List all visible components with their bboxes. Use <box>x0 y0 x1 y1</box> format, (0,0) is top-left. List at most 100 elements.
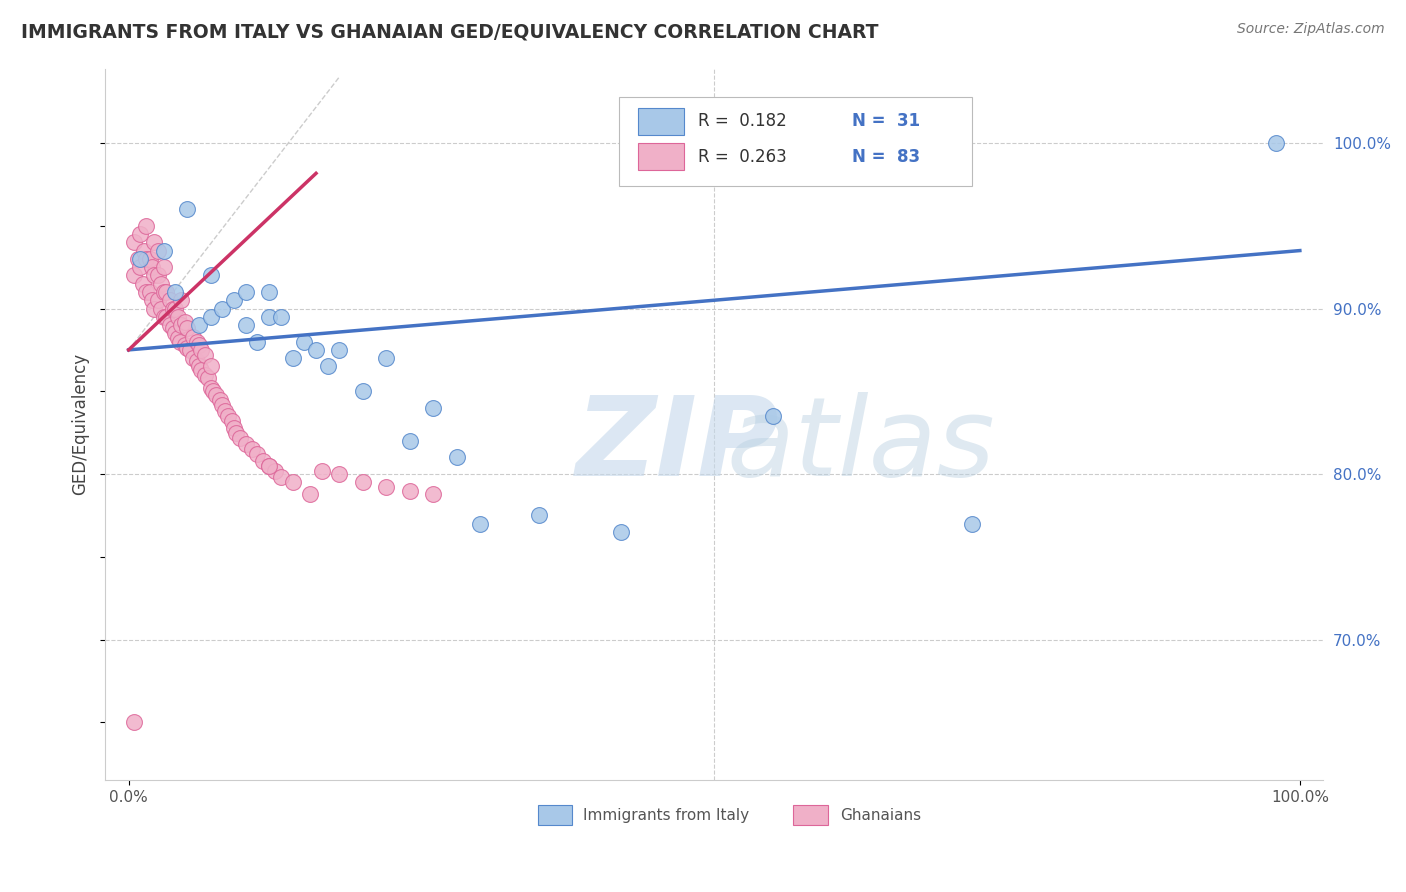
Point <box>222 293 245 308</box>
Point <box>176 202 198 217</box>
Point <box>181 329 204 343</box>
Point <box>270 470 292 484</box>
Point <box>270 310 292 324</box>
Point <box>200 310 222 324</box>
FancyBboxPatch shape <box>537 805 572 825</box>
Point <box>205 387 228 401</box>
Point <box>165 301 187 316</box>
Point <box>162 301 184 316</box>
Point <box>246 334 269 349</box>
Text: Immigrants from Italy: Immigrants from Italy <box>582 807 749 822</box>
Point <box>200 268 222 283</box>
Point <box>200 381 222 395</box>
FancyBboxPatch shape <box>637 144 683 170</box>
Point <box>152 285 174 299</box>
Point <box>375 480 398 494</box>
Point <box>124 235 146 250</box>
Y-axis label: GED/Equivalency: GED/Equivalency <box>72 353 89 495</box>
Point <box>352 475 374 490</box>
Point <box>398 483 420 498</box>
Point <box>186 334 208 349</box>
Text: Source: ZipAtlas.com: Source: ZipAtlas.com <box>1237 22 1385 37</box>
Point <box>235 437 257 451</box>
Point <box>166 331 188 345</box>
Point <box>143 301 166 316</box>
Point <box>143 268 166 283</box>
Point <box>169 334 191 349</box>
Point <box>200 359 222 374</box>
Text: N =  31: N = 31 <box>852 112 920 130</box>
Point <box>311 464 333 478</box>
Point <box>762 409 785 423</box>
Point <box>194 368 217 382</box>
Point <box>173 338 195 352</box>
Point <box>170 318 193 332</box>
Point <box>146 244 169 258</box>
Point <box>159 318 181 332</box>
Point <box>446 450 468 465</box>
Point <box>181 351 204 366</box>
Point <box>299 487 322 501</box>
Point <box>129 252 152 266</box>
Point <box>352 384 374 399</box>
Point <box>152 244 174 258</box>
Text: R =  0.263: R = 0.263 <box>699 148 787 166</box>
Text: R =  0.182: R = 0.182 <box>699 112 787 130</box>
Point <box>146 268 169 283</box>
Point <box>150 301 173 316</box>
Point <box>257 285 280 299</box>
Point <box>190 363 212 377</box>
Point <box>211 301 233 316</box>
Point <box>173 315 195 329</box>
Point <box>217 409 239 423</box>
Point <box>129 260 152 274</box>
Point <box>252 454 274 468</box>
Point <box>155 310 177 324</box>
Point <box>170 293 193 308</box>
Point <box>165 285 187 299</box>
Point <box>132 244 155 258</box>
Point <box>124 715 146 730</box>
Point <box>281 475 304 490</box>
Point <box>257 458 280 473</box>
Point <box>141 260 163 274</box>
Point <box>135 285 157 299</box>
Point <box>468 516 491 531</box>
Point <box>328 467 350 481</box>
Point <box>328 343 350 357</box>
Point <box>155 285 177 299</box>
Point <box>235 285 257 299</box>
Point <box>281 351 304 366</box>
Point <box>257 458 280 473</box>
Point <box>292 334 315 349</box>
Point <box>194 348 217 362</box>
Point <box>190 343 212 357</box>
Point <box>422 401 444 415</box>
Point <box>235 318 257 332</box>
Point <box>186 354 208 368</box>
Text: N =  83: N = 83 <box>852 148 920 166</box>
Point <box>150 277 173 291</box>
Point <box>143 235 166 250</box>
Point <box>187 318 209 332</box>
Point <box>176 321 198 335</box>
Point <box>176 341 198 355</box>
Point <box>162 321 184 335</box>
Point <box>264 464 287 478</box>
Point <box>221 414 243 428</box>
Point <box>960 516 983 531</box>
Point <box>257 310 280 324</box>
Point <box>179 343 201 357</box>
Point <box>197 371 219 385</box>
Point <box>229 431 252 445</box>
Point <box>305 343 328 357</box>
FancyBboxPatch shape <box>637 108 683 135</box>
Point <box>124 268 146 283</box>
Point <box>152 310 174 324</box>
Point <box>1265 136 1288 150</box>
Text: atlas: atlas <box>725 392 994 500</box>
Point <box>159 293 181 308</box>
Text: Ghanaians: Ghanaians <box>839 807 921 822</box>
Point <box>211 397 233 411</box>
Point <box>240 442 263 457</box>
